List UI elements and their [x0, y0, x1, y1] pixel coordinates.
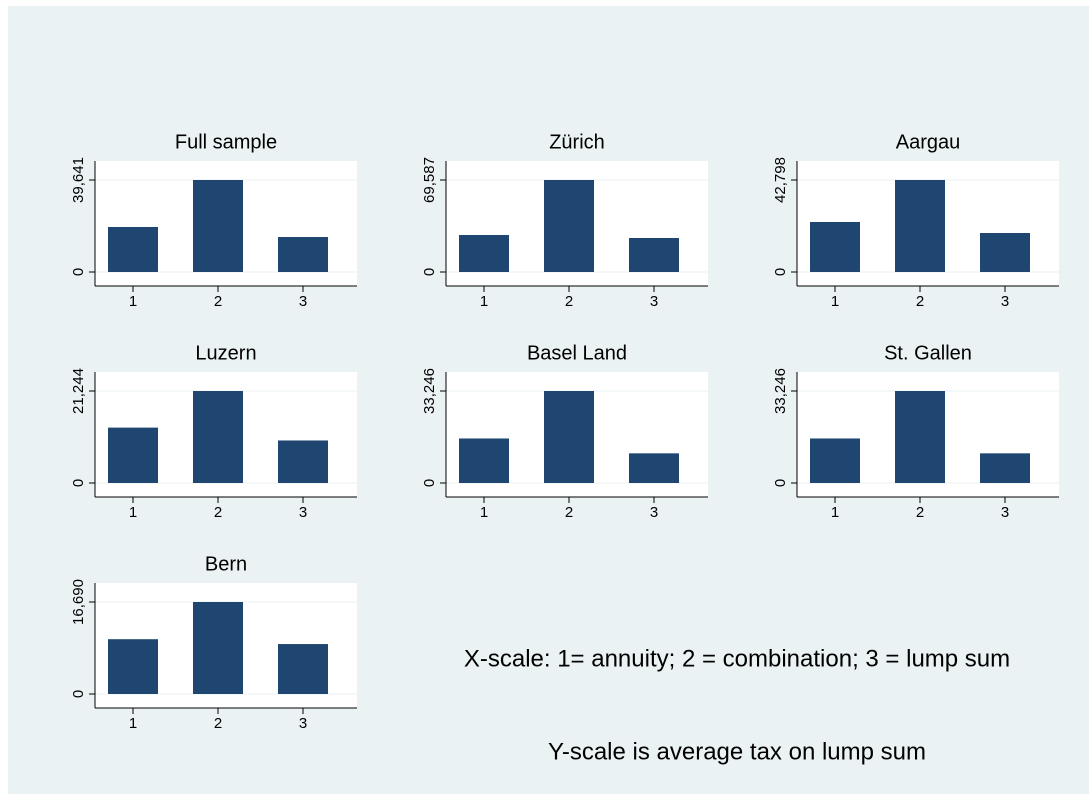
bar: [193, 391, 243, 483]
bar: [108, 639, 158, 694]
bar: [278, 237, 328, 272]
x-tick-label: 1: [480, 293, 488, 310]
bar: [980, 233, 1030, 272]
x-tick-label: 1: [480, 504, 488, 521]
x-tick-label: 2: [916, 504, 924, 521]
panel-title: Basel Land: [527, 342, 627, 364]
y-tick-label: 33,246: [772, 368, 789, 414]
x-tick-label: 2: [214, 293, 222, 310]
bar: [459, 438, 509, 483]
y-tick-label: 0: [421, 479, 438, 487]
y-scale-note: Y-scale is average tax on lump sum: [548, 738, 926, 765]
y-tick-label: 39,641: [70, 157, 87, 203]
bar: [193, 180, 243, 272]
bar: [544, 391, 594, 483]
bar: [108, 226, 158, 272]
x-tick-label: 2: [214, 715, 222, 732]
panel-title: Full sample: [175, 131, 277, 153]
x-tick-label: 3: [1001, 504, 1009, 521]
bar: [810, 438, 860, 483]
x-tick-label: 2: [565, 504, 573, 521]
y-tick-label: 0: [421, 268, 438, 276]
panel-title: Zürich: [549, 131, 605, 153]
y-tick-label: 0: [70, 479, 87, 487]
y-tick-label: 69,587: [421, 157, 438, 203]
bar: [108, 427, 158, 483]
y-tick-label: 21,244: [70, 368, 87, 414]
panel-title: Luzern: [195, 342, 256, 364]
x-tick-label: 3: [650, 504, 658, 521]
y-tick-label: 33,246: [421, 368, 438, 414]
x-tick-label: 3: [299, 293, 307, 310]
x-tick-label: 1: [831, 504, 839, 521]
y-tick-label: 16,690: [70, 579, 87, 625]
y-tick-label: 42,798: [772, 157, 789, 203]
bar: [895, 391, 945, 483]
x-tick-label: 2: [916, 293, 924, 310]
y-tick-label: 0: [70, 268, 87, 276]
x-tick-label: 1: [129, 504, 137, 521]
panel-title: St. Gallen: [884, 342, 972, 364]
bar: [629, 453, 679, 483]
y-tick-label: 0: [772, 479, 789, 487]
bar: [459, 234, 509, 272]
bar: [278, 440, 328, 483]
x-tick-label: 2: [214, 504, 222, 521]
x-tick-label: 1: [831, 293, 839, 310]
bar: [544, 180, 594, 272]
x-tick-label: 1: [129, 293, 137, 310]
x-tick-label: 3: [299, 504, 307, 521]
bar: [895, 180, 945, 272]
bar: [810, 221, 860, 272]
bar: [980, 453, 1030, 483]
bar: [278, 644, 328, 694]
y-tick-label: 0: [772, 268, 789, 276]
x-tick-label: 2: [565, 293, 573, 310]
y-tick-label: 0: [70, 690, 87, 698]
bar: [193, 602, 243, 694]
x-tick-label: 3: [1001, 293, 1009, 310]
panel-title: Aargau: [896, 131, 961, 153]
x-scale-note: X-scale: 1= annuity; 2 = combination; 3 …: [464, 645, 1010, 672]
x-tick-label: 3: [299, 715, 307, 732]
panel-title: Bern: [205, 553, 247, 575]
x-tick-label: 1: [129, 715, 137, 732]
x-tick-label: 3: [650, 293, 658, 310]
bar: [629, 237, 679, 272]
